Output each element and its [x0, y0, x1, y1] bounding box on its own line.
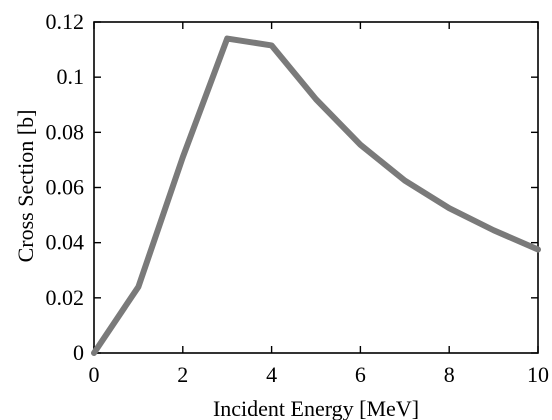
x-tick-label: 6	[355, 362, 366, 387]
axis-ticks	[93, 21, 539, 354]
y-tick-label: 0.06	[46, 175, 85, 200]
y-tick-label: 0	[73, 340, 84, 365]
x-tick-label: 0	[89, 362, 100, 387]
y-tick-label: 0.08	[46, 119, 85, 144]
x-tick-label: 10	[527, 362, 549, 387]
data-series	[91, 35, 541, 356]
series-line	[91, 35, 541, 356]
y-axis-tick-labels: 0 0.02 0.04 0.06 0.08 0.1 0.12	[46, 9, 85, 365]
y-tick-label: 0.12	[46, 9, 85, 34]
plot-area	[93, 21, 539, 354]
y-axis-title: Cross Section [b]	[13, 110, 38, 263]
x-tick-label: 4	[266, 362, 277, 387]
x-tick-label: 2	[177, 362, 188, 387]
x-axis-tick-labels: 0 2 4 6 8 10	[89, 362, 550, 387]
plot-frame	[93, 21, 539, 354]
y-tick-label: 0.04	[46, 230, 85, 255]
x-tick-label: 8	[444, 362, 455, 387]
y-tick-label: 0.1	[57, 64, 85, 89]
x-axis-title: Incident Energy [MeV]	[213, 396, 419, 420]
y-tick-label: 0.02	[46, 285, 85, 310]
